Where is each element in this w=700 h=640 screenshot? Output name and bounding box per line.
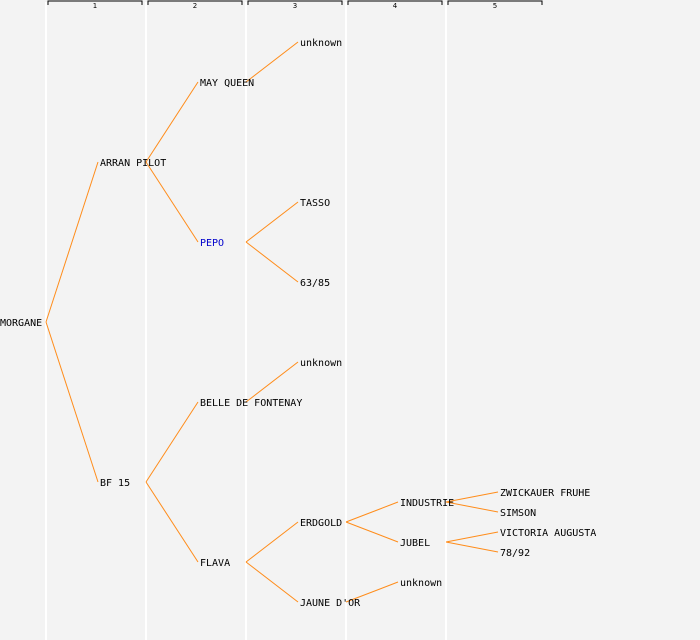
tree-edge: [445, 501, 499, 513]
generation-number: 5: [493, 2, 497, 10]
tree-edge: [245, 241, 299, 283]
tree-edge: [445, 491, 499, 503]
generation-number: 2: [193, 2, 197, 10]
pedigree-node[interactable]: BELLE DE FONTENAY: [200, 398, 302, 409]
column-dividers: [45, 2, 447, 640]
pedigree-node[interactable]: JUBEL: [400, 538, 430, 549]
pedigree-node[interactable]: MORGANE: [0, 318, 42, 329]
pedigree-node[interactable]: PEPO: [200, 238, 224, 249]
pedigree-node[interactable]: TASSO: [300, 198, 330, 209]
tree-edge: [445, 531, 499, 543]
tree-edge: [445, 541, 499, 553]
pedigree-node[interactable]: SIMSON: [500, 508, 536, 519]
tree-edge: [245, 361, 299, 403]
generation-number: 1: [93, 2, 97, 10]
pedigree-node[interactable]: ZWICKAUER FRUHE: [500, 488, 590, 499]
pedigree-node[interactable]: FLAVA: [200, 558, 230, 569]
tree-edges: [45, 41, 499, 603]
tree-edge: [245, 561, 299, 603]
pedigree-node[interactable]: VICTORIA AUGUSTA: [500, 528, 596, 539]
tree-edge: [345, 521, 399, 543]
pedigree-node[interactable]: 78/92: [500, 548, 530, 559]
pedigree-node[interactable]: unknown: [300, 358, 342, 369]
tree-edge: [245, 41, 299, 83]
generation-header: 1 2 3 4 5: [47, 0, 543, 10]
tree-edge: [45, 161, 99, 323]
pedigree-node[interactable]: JAUNE D'OR: [300, 598, 361, 609]
tree-edge: [145, 81, 199, 163]
generation-bracket: [147, 0, 243, 5]
tree-edge: [145, 481, 199, 563]
pedigree-node[interactable]: ARRAN PILOT: [100, 158, 166, 169]
tree-edge: [345, 501, 399, 523]
generation-bracket: [247, 0, 343, 5]
pedigree-node[interactable]: ERDGOLD: [300, 518, 342, 529]
tree-edge: [145, 401, 199, 483]
tree-node-labels: MORGANE ARRAN PILOT BF 15 MAY QUEEN PEPO BELL…: [0, 38, 596, 609]
generation-bracket: [347, 0, 443, 5]
generation-bracket: [47, 0, 143, 5]
tree-edge: [45, 321, 99, 483]
tree-edge: [345, 581, 399, 603]
pedigree-node[interactable]: 63/85: [300, 278, 330, 289]
generation-bracket: [447, 0, 543, 5]
pedigree-node[interactable]: MAY QUEEN: [200, 78, 254, 89]
tree-edge: [145, 161, 199, 243]
pedigree-node[interactable]: BF 15: [100, 478, 130, 489]
generation-number: 4: [393, 2, 398, 10]
pedigree-node[interactable]: unknown: [300, 38, 342, 49]
pedigree-node[interactable]: unknown: [400, 578, 442, 589]
tree-edge: [245, 521, 299, 563]
pedigree-node[interactable]: INDUSTRIE: [400, 498, 454, 509]
generation-number: 3: [293, 2, 297, 10]
tree-edge: [245, 201, 299, 243]
